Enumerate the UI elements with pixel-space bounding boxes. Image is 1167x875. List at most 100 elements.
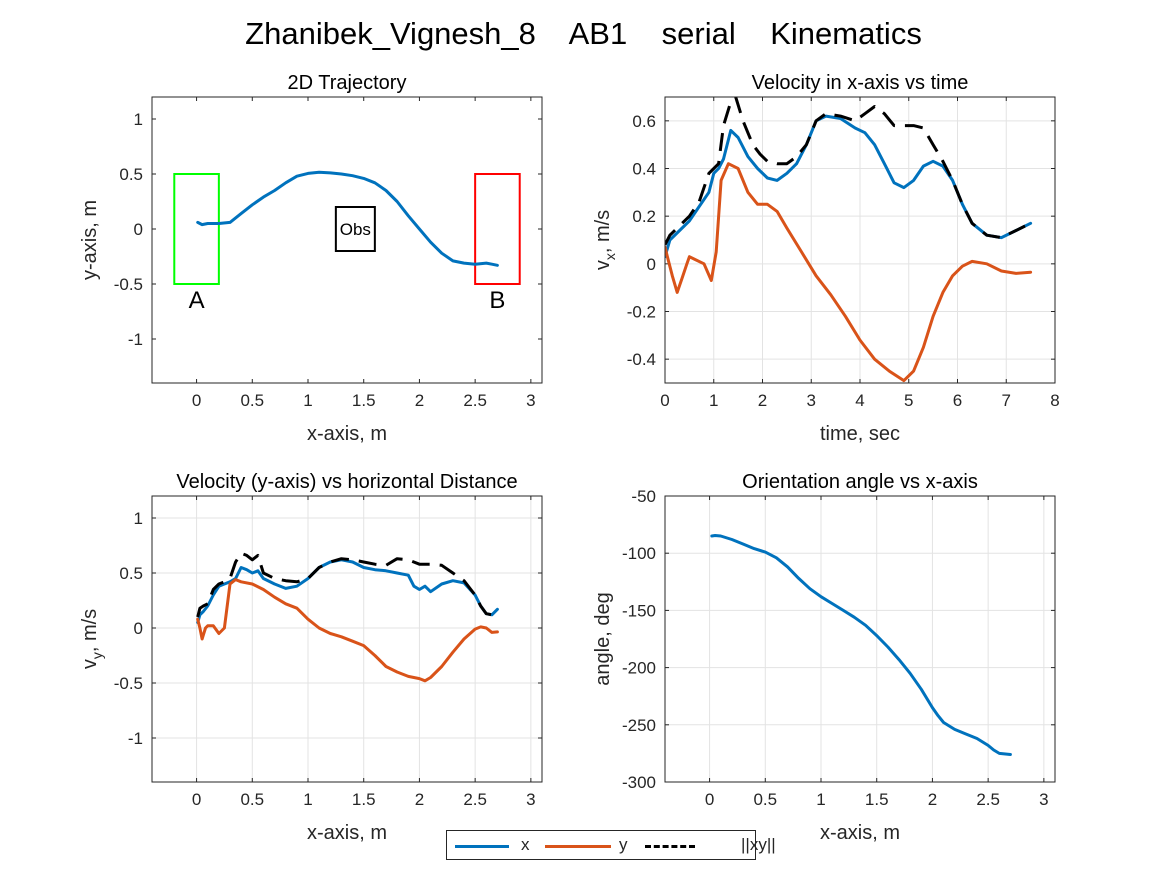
- chart-title: Velocity (y-axis) vs horizontal Distance: [176, 471, 517, 493]
- region-box-obs: [334, 206, 376, 252]
- x-tick-label: 0: [192, 790, 201, 809]
- region-label-obs: Obs: [340, 220, 371, 239]
- region-label-a: A: [189, 287, 205, 314]
- x-tick-label: 1: [816, 790, 825, 809]
- chart-3: 0 0.5 1 1.5 2 2.5 3 -1 -0.5 0 0.5 1 Velocity (y-axis…: [79, 471, 543, 844]
- x-tick-label: 3: [1039, 790, 1048, 809]
- y-tick-label: -300: [622, 773, 656, 792]
- x-axis-label: x-axis, m: [307, 423, 387, 445]
- region-box-b: [474, 173, 521, 285]
- y-axis-label-subscript: x: [602, 253, 618, 260]
- x-axis-label: x-axis, m: [820, 822, 900, 844]
- x-tick-label: 1: [303, 790, 312, 809]
- axes-frame: [664, 96, 1056, 384]
- x-tick-label: 2: [415, 790, 424, 809]
- series-line-xy: [196, 551, 499, 618]
- legend-swatch-y: [545, 845, 611, 848]
- y-tick-label: -250: [622, 716, 656, 735]
- x-axis-label: x-axis, m: [307, 822, 387, 844]
- y-tick-label: 0.6: [632, 112, 656, 131]
- x-tick-label: 1.5: [352, 391, 376, 410]
- region-label-b: B: [489, 287, 505, 314]
- x-tick-label: 3: [526, 790, 535, 809]
- x-tick-label: 2.5: [976, 790, 1000, 809]
- y-tick-label: -0.4: [627, 350, 656, 369]
- chart-2: 0 1 2 3 4 5 6 7 8 -0.4 -0.2 0 0.2 0.4 0.6 Velocity in x…: [592, 72, 1060, 445]
- y-axis-label: vy, m/s: [79, 609, 105, 669]
- x-tick-label: 7: [1002, 391, 1011, 410]
- x-tick-label: 6: [953, 391, 962, 410]
- plot-area: [173, 170, 521, 285]
- x-tick-label: 1: [303, 391, 312, 410]
- y-tick-label: 0: [647, 255, 656, 274]
- chart-title: 2D Trajectory: [288, 72, 407, 94]
- legend-swatch-x: [455, 845, 509, 848]
- legend-label-y: y: [619, 835, 628, 854]
- x-tick-label: 3: [526, 391, 535, 410]
- plot-background: [152, 97, 542, 383]
- x-axis-label: time, sec: [820, 423, 900, 445]
- x-tick-label: 8: [1050, 391, 1059, 410]
- y-axis-label-subscript: y: [89, 652, 105, 659]
- y-axis-label: angle, deg: [592, 592, 614, 685]
- x-tick-label: 2: [928, 790, 937, 809]
- legend-label-x: x: [521, 835, 530, 854]
- x-tick-label: 2.5: [463, 790, 487, 809]
- x-tick-label: 3: [807, 391, 816, 410]
- x-tick-label: 2: [758, 391, 767, 410]
- y-axis-label-base: v: [592, 260, 614, 270]
- y-axis-label: vx, m/s: [592, 210, 618, 270]
- series-line-x: [196, 558, 499, 624]
- y-tick-label: 1: [134, 110, 143, 129]
- y-axis-label-rest: , m/s: [592, 210, 614, 253]
- plot-area: [665, 97, 1033, 383]
- x-tick-label: 5: [904, 391, 913, 410]
- series-line-0: [196, 170, 499, 267]
- x-tick-label: 2.5: [463, 391, 487, 410]
- x-tick-label: 1.5: [352, 790, 376, 809]
- y-tick-label: -100: [622, 544, 656, 563]
- x-tick-label: 0.5: [240, 391, 264, 410]
- series-line-xy: [665, 97, 1032, 246]
- x-tick-label: 2: [415, 391, 424, 410]
- y-tick-label: -0.5: [114, 674, 143, 693]
- chart-4: 0 0.5 1 1.5 2 2.5 3 -300 -250 -200 -150 -100 -50 Orie…: [592, 471, 1056, 844]
- region-box-a: [173, 173, 220, 285]
- series-line-y: [196, 578, 499, 683]
- y-tick-label: 0.5: [119, 165, 143, 184]
- figure-title: Zhanibek_Vignesh_8 AB1 serial Kinematics: [245, 16, 922, 51]
- y-tick-label: -150: [622, 601, 656, 620]
- x-tick-label: 4: [855, 391, 864, 410]
- y-tick-label: -1: [128, 330, 143, 349]
- y-tick-label: 0.4: [632, 160, 656, 179]
- axes-frame: [151, 96, 543, 384]
- y-axis-label-rest: , m/s: [79, 609, 101, 652]
- y-tick-label: 0.2: [632, 207, 656, 226]
- y-tick-label: 0: [134, 619, 143, 638]
- plot-background: [665, 496, 1055, 782]
- axes-frame: [664, 495, 1056, 783]
- plot-area: [710, 534, 1012, 756]
- y-tick-label: -200: [622, 659, 656, 678]
- axes-frame: [151, 495, 543, 783]
- x-tick-label: 0.5: [240, 790, 264, 809]
- y-tick-label: -50: [631, 487, 656, 506]
- x-tick-label: 0: [660, 391, 669, 410]
- y-tick-label: 0: [134, 220, 143, 239]
- x-tick-label: 0: [705, 790, 714, 809]
- chart-title: Velocity in x-axis vs time: [752, 72, 969, 94]
- plot-area: [196, 551, 499, 683]
- chart-1: 0 0.5 1 1.5 2 2.5 3 -1 -0.5 0 0.5 1 A B Obs 2D Trajecto…: [79, 72, 543, 445]
- y-axis-label: y-axis, m: [79, 200, 101, 280]
- x-tick-label: 1.5: [865, 790, 889, 809]
- y-tick-label: 0.5: [119, 564, 143, 583]
- y-tick-label: -0.5: [114, 275, 143, 294]
- y-tick-label: 1: [134, 509, 143, 528]
- chart-title: Orientation angle vs x-axis: [742, 471, 978, 493]
- x-tick-label: 0: [192, 391, 201, 410]
- x-tick-label: 1: [709, 391, 718, 410]
- legend: x y ||xy||: [446, 830, 776, 860]
- legend-swatch-xy: [645, 845, 695, 848]
- y-axis-label-base: v: [79, 659, 101, 669]
